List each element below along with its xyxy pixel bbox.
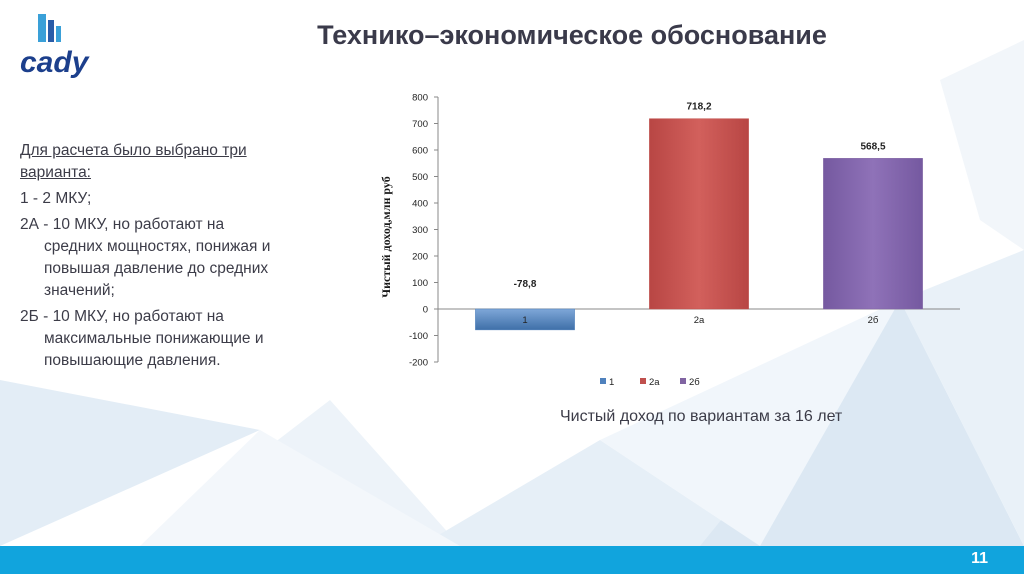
variant-2b-text: 2Б - 10 МКУ, но работают на максимальные… [20, 306, 320, 372]
svg-text:cady: cady [20, 46, 90, 79]
y-axis-label: Чистый доход,млн руб [379, 176, 393, 297]
variant-2a-rest: средних мощностях, понижая и повышая дав… [44, 238, 271, 299]
company-logo: cady [20, 14, 90, 79]
y-tick-label: 100 [412, 278, 428, 289]
y-tick-label: 400 [412, 199, 428, 210]
bar-2б [823, 158, 923, 310]
legend-swatch [640, 378, 646, 384]
variant-2a-text: 2А - 10 МКУ, но работают на средних мощн… [20, 214, 320, 302]
x-tick-label: 1 [522, 315, 527, 326]
page-number: 11 [971, 550, 988, 567]
variant-2b-rest: максимальные понижающие и повышающие дав… [44, 330, 264, 369]
legend-label: 1 [609, 377, 614, 388]
y-tick-label: 600 [412, 146, 428, 157]
y-tick-label: 500 [412, 172, 428, 183]
x-tick-label: 2а [694, 315, 705, 326]
legend-label: 2а [649, 377, 660, 388]
y-tick-label: -200 [409, 358, 428, 369]
variant-2b-head: 2Б - 10 МКУ, но работают на [20, 308, 224, 325]
data-label: -78,8 [514, 279, 537, 290]
footer-bar: 11 [0, 546, 1024, 574]
y-tick-label: 200 [412, 252, 428, 263]
bar-2а [649, 118, 749, 310]
intro-text: Для расчета было выбрано три варианта: [20, 142, 247, 181]
page-title: Технико–экономическое обоснование [317, 20, 827, 50]
income-bar-chart: Чистый доход,млн руб -200 -100 0 100 200 300 4… [379, 93, 960, 388]
legend-label: 2б [689, 377, 700, 388]
y-tick-label: -100 [409, 331, 428, 342]
variant-1-text: 1 - 2 МКУ; [20, 190, 92, 207]
chart-caption: Чистый доход по вариантам за 16 лет [560, 408, 843, 425]
data-label: 568,5 [860, 141, 885, 152]
y-tick-label: 0 [423, 305, 428, 316]
data-label: 718,2 [686, 102, 711, 113]
legend-swatch [600, 378, 606, 384]
y-tick-label: 700 [412, 119, 428, 130]
variants-description: Для расчета было выбрано три варианта: 1… [20, 140, 320, 376]
variant-2a-head: 2А - 10 МКУ, но работают на [20, 216, 225, 233]
x-tick-label: 2б [868, 315, 879, 326]
bar-1 [475, 308, 575, 331]
legend-swatch [680, 378, 686, 384]
y-tick-label: 800 [412, 93, 428, 104]
y-tick-label: 300 [412, 225, 428, 236]
